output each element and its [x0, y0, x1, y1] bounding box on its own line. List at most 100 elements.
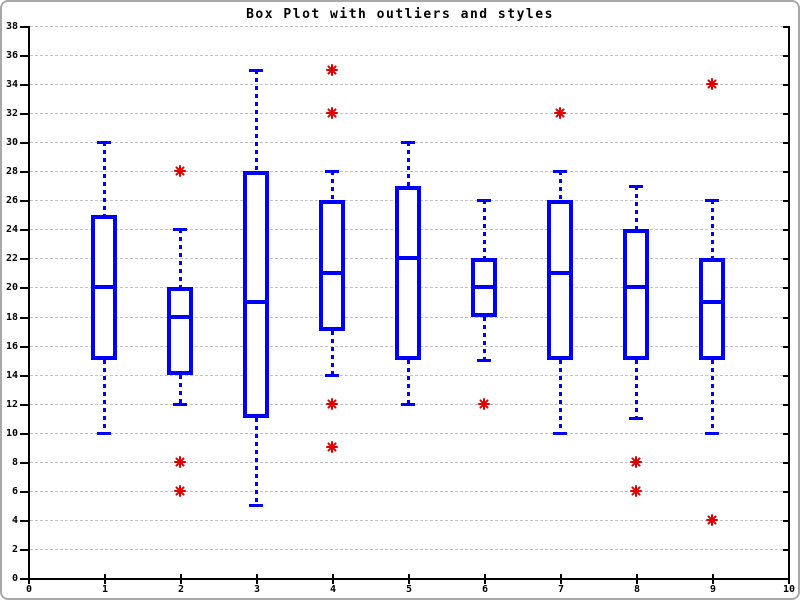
- x-tick: [28, 574, 30, 584]
- outlier-marker: [478, 397, 490, 410]
- whisker-cap-low: [629, 417, 643, 421]
- y-tick: [20, 490, 30, 493]
- median-line: [699, 300, 725, 304]
- y-tick-right: [783, 84, 790, 87]
- y-tick-label: 8: [11, 456, 18, 468]
- y-tick-label: 6: [11, 485, 18, 497]
- whisker-lower: [330, 331, 334, 375]
- outlier-marker: [174, 455, 186, 468]
- whisker-cap-high: [553, 170, 567, 174]
- whisker-cap-high: [477, 199, 491, 203]
- box-plot-box: [699, 258, 725, 361]
- y-gridline: [30, 55, 788, 57]
- outlier-marker: [326, 63, 338, 76]
- y-tick: [20, 578, 30, 580]
- x-tick: [636, 574, 638, 584]
- y-tick: [20, 316, 30, 319]
- x-tick: [560, 574, 562, 584]
- x-tick-label: 0: [25, 584, 33, 595]
- outlier-marker: [174, 484, 186, 497]
- x-tick-label: 9: [709, 584, 717, 595]
- y-gridline: [30, 519, 788, 521]
- median-line: [471, 285, 497, 290]
- y-tick-right: [783, 26, 790, 28]
- median-line: [167, 314, 193, 319]
- outlier-marker: [706, 513, 718, 526]
- whisker-lower: [254, 418, 258, 506]
- y-tick-right: [783, 403, 790, 406]
- y-tick: [20, 113, 30, 116]
- y-tick-label: 4: [11, 514, 18, 526]
- x-tick-label: 3: [253, 584, 261, 595]
- whisker-cap-high: [325, 170, 339, 174]
- whisker-cap-low: [173, 402, 187, 406]
- y-tick-label: 16: [5, 340, 18, 352]
- x-tick-label: 7: [557, 584, 565, 595]
- whisker-lower: [102, 360, 106, 433]
- y-axis-left: [28, 26, 30, 580]
- whisker-upper: [710, 200, 714, 259]
- x-tick-label: 1: [101, 584, 109, 595]
- whisker-cap-high: [97, 141, 111, 145]
- median-line: [623, 285, 649, 290]
- y-tick: [20, 432, 30, 435]
- y-tick: [20, 171, 30, 174]
- box-plot-box: [167, 287, 193, 375]
- x-tick-label: 4: [329, 584, 337, 595]
- x-tick: [256, 574, 258, 584]
- y-tick: [20, 84, 30, 87]
- whisker-cap-low: [401, 402, 415, 406]
- y-tick: [20, 200, 30, 203]
- outlier-marker: [554, 107, 566, 120]
- y-tick-right: [783, 258, 790, 261]
- y-tick: [20, 461, 30, 464]
- y-gridline: [30, 490, 788, 492]
- y-tick-label: 12: [5, 398, 18, 410]
- box-plot-box: [395, 185, 421, 361]
- whisker-lower: [482, 316, 486, 361]
- whisker-lower: [178, 374, 182, 404]
- y-tick-right: [783, 548, 790, 551]
- x-tick-label: 6: [481, 584, 489, 595]
- x-tick: [788, 574, 790, 584]
- y-tick-label: 2: [11, 543, 18, 555]
- outlier-marker: [174, 165, 186, 178]
- x-tick: [180, 574, 182, 584]
- y-tick-label: 28: [5, 166, 18, 178]
- y-tick-right: [783, 113, 790, 116]
- whisker-cap-high: [249, 68, 263, 72]
- y-tick-label: 30: [5, 137, 18, 149]
- y-tick: [20, 548, 30, 551]
- x-tick-label: 10: [782, 584, 796, 595]
- y-tick: [20, 374, 30, 377]
- whisker-cap-low: [705, 431, 719, 435]
- y-tick-right: [783, 142, 790, 145]
- whisker-cap-low: [553, 431, 567, 435]
- whisker-upper: [102, 142, 106, 215]
- x-tick: [712, 574, 714, 584]
- y-tick-right: [783, 519, 790, 522]
- x-tick: [484, 574, 486, 584]
- y-tick-label: 22: [5, 253, 18, 265]
- y-tick: [20, 26, 30, 28]
- whisker-upper: [482, 200, 486, 259]
- whisker-lower: [406, 360, 410, 404]
- y-gridline: [30, 84, 788, 86]
- whisker-upper: [178, 229, 182, 288]
- y-tick-label: 14: [5, 369, 18, 381]
- y-tick-right: [783, 316, 790, 319]
- x-tick-label: 5: [405, 584, 413, 595]
- x-tick-label: 2: [177, 584, 185, 595]
- y-tick: [20, 403, 30, 406]
- outlier-marker: [326, 107, 338, 120]
- median-line: [91, 285, 117, 290]
- y-tick-label: 32: [5, 108, 18, 120]
- box-plot-box: [623, 229, 649, 361]
- y-tick-label: 34: [5, 79, 18, 91]
- y-tick-right: [783, 171, 790, 174]
- y-tick-right: [783, 432, 790, 435]
- y-tick-label: 18: [5, 311, 18, 323]
- y-tick: [20, 55, 30, 58]
- y-tick-label: 26: [5, 195, 18, 207]
